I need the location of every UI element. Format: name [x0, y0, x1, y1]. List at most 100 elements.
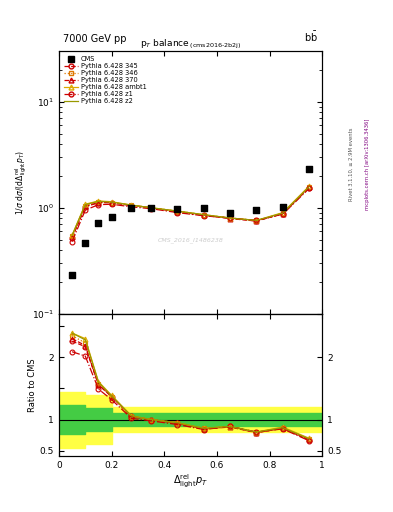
Pythia 6.428 370	[96, 200, 101, 206]
Text: CMS_2016_I1486238: CMS_2016_I1486238	[158, 238, 224, 243]
Pythia 6.428 370	[228, 216, 233, 222]
Pythia 6.428 345	[175, 208, 180, 215]
Pythia 6.428 345	[96, 200, 101, 206]
CMS	[227, 208, 233, 217]
Line: Pythia 6.428 346: Pythia 6.428 346	[70, 184, 312, 239]
Line: Pythia 6.428 z1: Pythia 6.428 z1	[70, 186, 312, 244]
Pythia 6.428 346	[129, 202, 134, 208]
CMS	[280, 203, 286, 211]
Pythia 6.428 345	[109, 200, 114, 206]
Pythia 6.428 z2	[83, 202, 88, 208]
Pythia 6.428 370	[70, 234, 75, 240]
CMS	[253, 206, 260, 214]
CMS	[108, 213, 115, 221]
Text: mcplots.cern.ch [arXiv:1306.3436]: mcplots.cern.ch [arXiv:1306.3436]	[365, 118, 370, 209]
Pythia 6.428 z2	[129, 202, 134, 208]
Pythia 6.428 ambt1	[149, 205, 153, 211]
Pythia 6.428 z1	[254, 217, 259, 223]
Pythia 6.428 ambt1	[281, 209, 285, 216]
Title: p$_T$ balance$\,_{\sf (cms2016\text{-}2b2j)}$: p$_T$ balance$\,_{\sf (cms2016\text{-}2b…	[140, 38, 241, 51]
Pythia 6.428 370	[307, 184, 311, 190]
Pythia 6.428 346	[96, 199, 101, 205]
Pythia 6.428 ambt1	[109, 199, 114, 205]
Pythia 6.428 346	[202, 211, 206, 218]
CMS	[69, 271, 75, 280]
Pythia 6.428 370	[202, 212, 206, 218]
Pythia 6.428 z2	[281, 210, 285, 216]
Pythia 6.428 370	[281, 210, 285, 217]
Pythia 6.428 345	[228, 215, 233, 221]
Pythia 6.428 z1	[281, 211, 285, 217]
Pythia 6.428 z2	[307, 184, 311, 190]
Pythia 6.428 370	[129, 202, 134, 208]
Pythia 6.428 370	[149, 205, 153, 211]
Pythia 6.428 345	[281, 210, 285, 217]
Pythia 6.428 370	[254, 218, 259, 224]
Line: Pythia 6.428 345: Pythia 6.428 345	[70, 185, 312, 240]
Pythia 6.428 z1	[202, 212, 206, 219]
CMS	[306, 165, 312, 174]
Text: Rivet 3.1.10, ≥ 2.9M events: Rivet 3.1.10, ≥ 2.9M events	[349, 127, 354, 201]
Pythia 6.428 346	[228, 215, 233, 221]
Pythia 6.428 346	[83, 202, 88, 208]
Pythia 6.428 370	[83, 203, 88, 209]
Pythia 6.428 ambt1	[70, 232, 75, 239]
Pythia 6.428 z1	[129, 204, 134, 210]
Pythia 6.428 ambt1	[175, 208, 180, 214]
CMS	[174, 205, 181, 213]
X-axis label: $\Delta^{\mathrm{rel}}_{\mathrm{light}}p_T$: $\Delta^{\mathrm{rel}}_{\mathrm{light}}p…	[173, 472, 208, 489]
Pythia 6.428 z1	[83, 207, 88, 213]
Pythia 6.428 z1	[228, 215, 233, 221]
Pythia 6.428 345	[307, 184, 311, 190]
Pythia 6.428 z2	[149, 205, 153, 211]
Pythia 6.428 346	[254, 217, 259, 223]
Pythia 6.428 ambt1	[96, 198, 101, 204]
Y-axis label: $1/\sigma\ \mathrm{d}\sigma/(\mathrm{d}\Delta^{\mathrm{rel}}_{\mathrm{light}}p_T: $1/\sigma\ \mathrm{d}\sigma/(\mathrm{d}\…	[13, 150, 29, 215]
Pythia 6.428 z1	[70, 239, 75, 245]
Pythia 6.428 345	[70, 235, 75, 241]
Pythia 6.428 z1	[149, 206, 153, 212]
Pythia 6.428 345	[129, 202, 134, 208]
Pythia 6.428 346	[149, 205, 153, 211]
Pythia 6.428 z2	[175, 208, 180, 214]
Pythia 6.428 ambt1	[228, 215, 233, 221]
Pythia 6.428 ambt1	[254, 217, 259, 223]
CMS	[128, 204, 134, 212]
Pythia 6.428 z1	[96, 202, 101, 208]
Pythia 6.428 ambt1	[202, 211, 206, 218]
Line: Pythia 6.428 z2: Pythia 6.428 z2	[72, 187, 309, 236]
Pythia 6.428 ambt1	[129, 202, 134, 208]
CMS	[201, 204, 207, 212]
CMS	[95, 219, 101, 227]
Pythia 6.428 z2	[96, 198, 101, 204]
Pythia 6.428 z2	[254, 217, 259, 223]
Pythia 6.428 z2	[109, 199, 114, 205]
CMS	[148, 204, 154, 212]
Pythia 6.428 z1	[307, 185, 311, 191]
Text: 7000 GeV pp: 7000 GeV pp	[63, 33, 127, 44]
Y-axis label: Ratio to CMS: Ratio to CMS	[28, 358, 37, 412]
Line: Pythia 6.428 370: Pythia 6.428 370	[70, 185, 312, 240]
Pythia 6.428 345	[149, 205, 153, 211]
Pythia 6.428 ambt1	[307, 183, 311, 189]
Pythia 6.428 z2	[70, 232, 75, 239]
Line: Pythia 6.428 ambt1: Pythia 6.428 ambt1	[70, 184, 312, 238]
Pythia 6.428 345	[83, 204, 88, 210]
Pythia 6.428 z2	[202, 211, 206, 218]
Pythia 6.428 346	[281, 210, 285, 216]
Pythia 6.428 346	[70, 233, 75, 239]
Pythia 6.428 370	[175, 208, 180, 215]
Pythia 6.428 346	[175, 208, 180, 214]
Pythia 6.428 345	[254, 218, 259, 224]
Pythia 6.428 345	[202, 212, 206, 218]
Pythia 6.428 z1	[109, 201, 114, 207]
Text: b$\bar{\rm b}$: b$\bar{\rm b}$	[305, 30, 318, 44]
Pythia 6.428 ambt1	[83, 201, 88, 207]
Pythia 6.428 346	[109, 200, 114, 206]
Pythia 6.428 370	[109, 200, 114, 206]
CMS	[82, 239, 88, 247]
Pythia 6.428 346	[307, 184, 311, 190]
Pythia 6.428 z1	[175, 209, 180, 216]
Legend: CMS, Pythia 6.428 345, Pythia 6.428 346, Pythia 6.428 370, Pythia 6.428 ambt1, P: CMS, Pythia 6.428 345, Pythia 6.428 346,…	[62, 55, 148, 105]
Pythia 6.428 z2	[228, 215, 233, 221]
